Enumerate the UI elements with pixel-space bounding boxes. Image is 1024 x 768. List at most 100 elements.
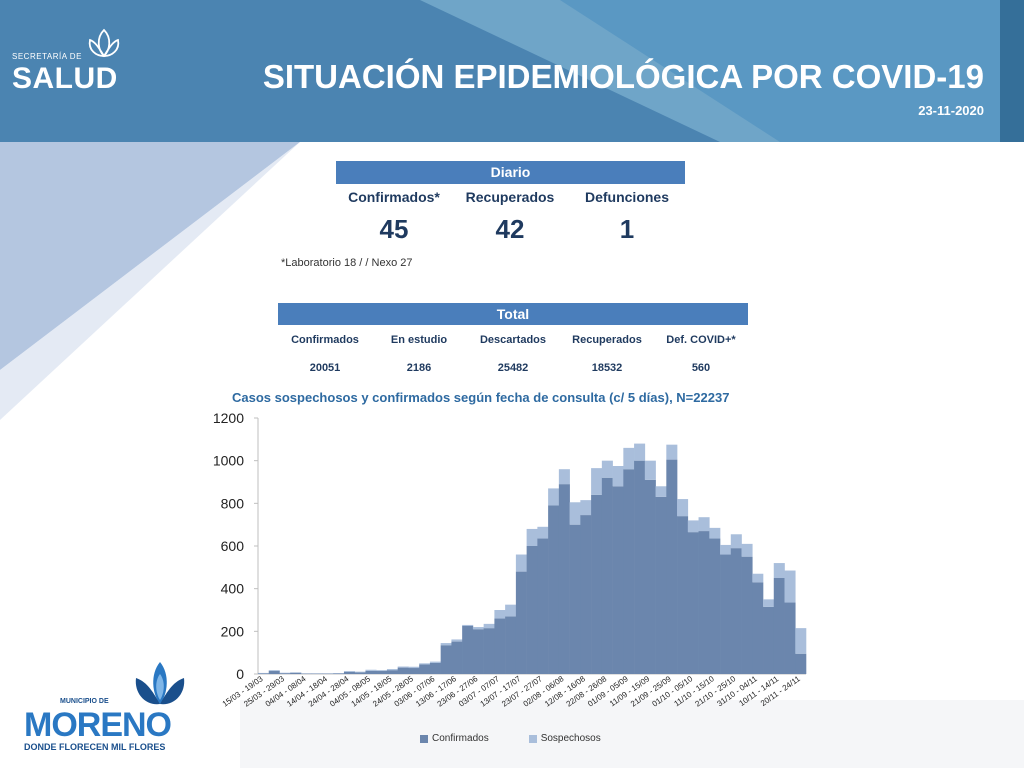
- bar-sospechosos: [386, 669, 398, 671]
- bar-confirmados: [623, 469, 635, 674]
- total-label: Descartados: [479, 334, 547, 346]
- bar-sospechosos: [623, 447, 635, 470]
- diario-value: 42: [495, 214, 525, 244]
- diario-value: 1: [619, 214, 635, 244]
- bar-sospechosos: [666, 444, 678, 460]
- diario-header: Diario: [336, 161, 685, 184]
- logo-title: SALUD: [12, 62, 118, 95]
- bar-confirmados: [741, 556, 753, 674]
- bar-confirmados: [709, 538, 721, 674]
- bar-sospechosos: [612, 466, 624, 487]
- bar-sospechosos: [429, 661, 441, 663]
- bar-sospechosos: [558, 469, 570, 485]
- bar-sospechosos: [687, 520, 699, 533]
- bar-sospechosos: [752, 573, 764, 583]
- y-tick-label: 1000: [213, 453, 244, 469]
- bar-sospechosos: [601, 460, 613, 478]
- bar-confirmados: [784, 602, 796, 674]
- bar-confirmados: [526, 546, 538, 674]
- bar-sospechosos: [268, 670, 280, 672]
- bar-confirmados: [258, 673, 270, 674]
- total-defunciones: Def. COVID+* 560: [654, 334, 748, 374]
- total-value: 20051: [309, 362, 341, 374]
- bar-confirmados: [773, 578, 785, 674]
- moreno-pre: MUNICIPIO DE: [60, 698, 109, 705]
- bar-confirmados: [515, 571, 527, 674]
- bar-sospechosos: [580, 500, 592, 516]
- bar-sospechosos: [537, 526, 549, 539]
- legend-label: Sospechosos: [540, 733, 601, 744]
- bar-sospechosos: [365, 669, 377, 671]
- bar-confirmados: [429, 662, 441, 674]
- bar-sospechosos: [741, 543, 753, 557]
- moreno-name: MORENO: [24, 706, 172, 744]
- bar-sospechosos: [408, 666, 420, 669]
- bar-confirmados: [290, 672, 302, 674]
- bar-confirmados: [601, 477, 613, 674]
- bar-sospechosos: [773, 563, 785, 578]
- bar-confirmados: [386, 670, 398, 674]
- bar-confirmados: [730, 548, 742, 674]
- bar-confirmados: [687, 532, 699, 674]
- bar-sospechosos: [483, 623, 495, 629]
- bar-confirmados: [279, 673, 291, 674]
- y-tick-label: 400: [221, 581, 245, 597]
- bar-sospechosos: [440, 643, 452, 646]
- flower-icon: [88, 28, 120, 58]
- chart-legend: Confirmados Sospechosos: [420, 733, 601, 744]
- bar-confirmados: [666, 459, 678, 674]
- bar-sospechosos: [494, 610, 506, 619]
- bar-confirmados: [569, 524, 581, 674]
- bar-sospechosos: [472, 627, 484, 630]
- total-header: Total: [278, 303, 748, 325]
- total-label: Recuperados: [572, 334, 642, 346]
- y-tick-label: 1200: [213, 410, 244, 426]
- moreno-logo: MUNICIPIO DE MORENO DONDE FLORECEN MIL F…: [22, 660, 212, 760]
- y-tick-label: 800: [221, 495, 245, 511]
- bar-confirmados: [451, 641, 463, 674]
- legend-item-sospechosos: Sospechosos: [528, 733, 601, 744]
- bar-confirmados: [505, 616, 517, 674]
- bar-sospechosos: [698, 517, 710, 532]
- chart-title: Casos sospechosos y confirmados según fe…: [232, 390, 730, 405]
- bar-confirmados: [634, 460, 646, 674]
- y-tick-label: 200: [221, 623, 245, 639]
- bar-confirmados: [333, 673, 345, 674]
- bar-confirmados: [376, 671, 388, 674]
- bar-confirmados: [612, 486, 624, 674]
- bar-confirmados: [655, 496, 667, 674]
- legend-item-confirmados: Confirmados: [420, 733, 489, 744]
- total-recuperados: Recuperados 18532: [560, 334, 654, 374]
- bar-sospechosos: [730, 534, 742, 549]
- bar-confirmados: [698, 531, 710, 674]
- bar-sospechosos: [462, 624, 474, 626]
- total-label: Confirmados: [291, 334, 359, 346]
- bar-sospechosos: [548, 488, 560, 506]
- bar-confirmados: [677, 516, 689, 674]
- bar-sospechosos: [634, 443, 646, 461]
- diario-defunciones: Defunciones 1: [569, 186, 685, 245]
- legend-swatch: [420, 734, 428, 743]
- bar-sospechosos: [354, 671, 366, 673]
- bar-sospechosos: [505, 604, 517, 617]
- total-value: 18532: [591, 362, 623, 374]
- bar-confirmados: [752, 582, 764, 674]
- bar-sospechosos: [376, 670, 388, 672]
- footnote: *Laboratorio 18 / / Nexo 27: [281, 257, 413, 269]
- bar-confirmados: [795, 653, 807, 674]
- bar-confirmados: [462, 626, 474, 674]
- bar-confirmados: [419, 664, 431, 674]
- bar-confirmados: [343, 671, 356, 674]
- bar-confirmados: [494, 618, 506, 674]
- bar-confirmados: [537, 538, 549, 674]
- bar-confirmados: [354, 672, 366, 674]
- bar-confirmados: [548, 505, 560, 674]
- bar-confirmados: [591, 494, 603, 674]
- bar-confirmados: [644, 479, 656, 674]
- bar-confirmados: [408, 668, 420, 674]
- bar-confirmados: [397, 667, 409, 674]
- bar-confirmados: [720, 554, 732, 674]
- bar-sospechosos: [655, 486, 667, 497]
